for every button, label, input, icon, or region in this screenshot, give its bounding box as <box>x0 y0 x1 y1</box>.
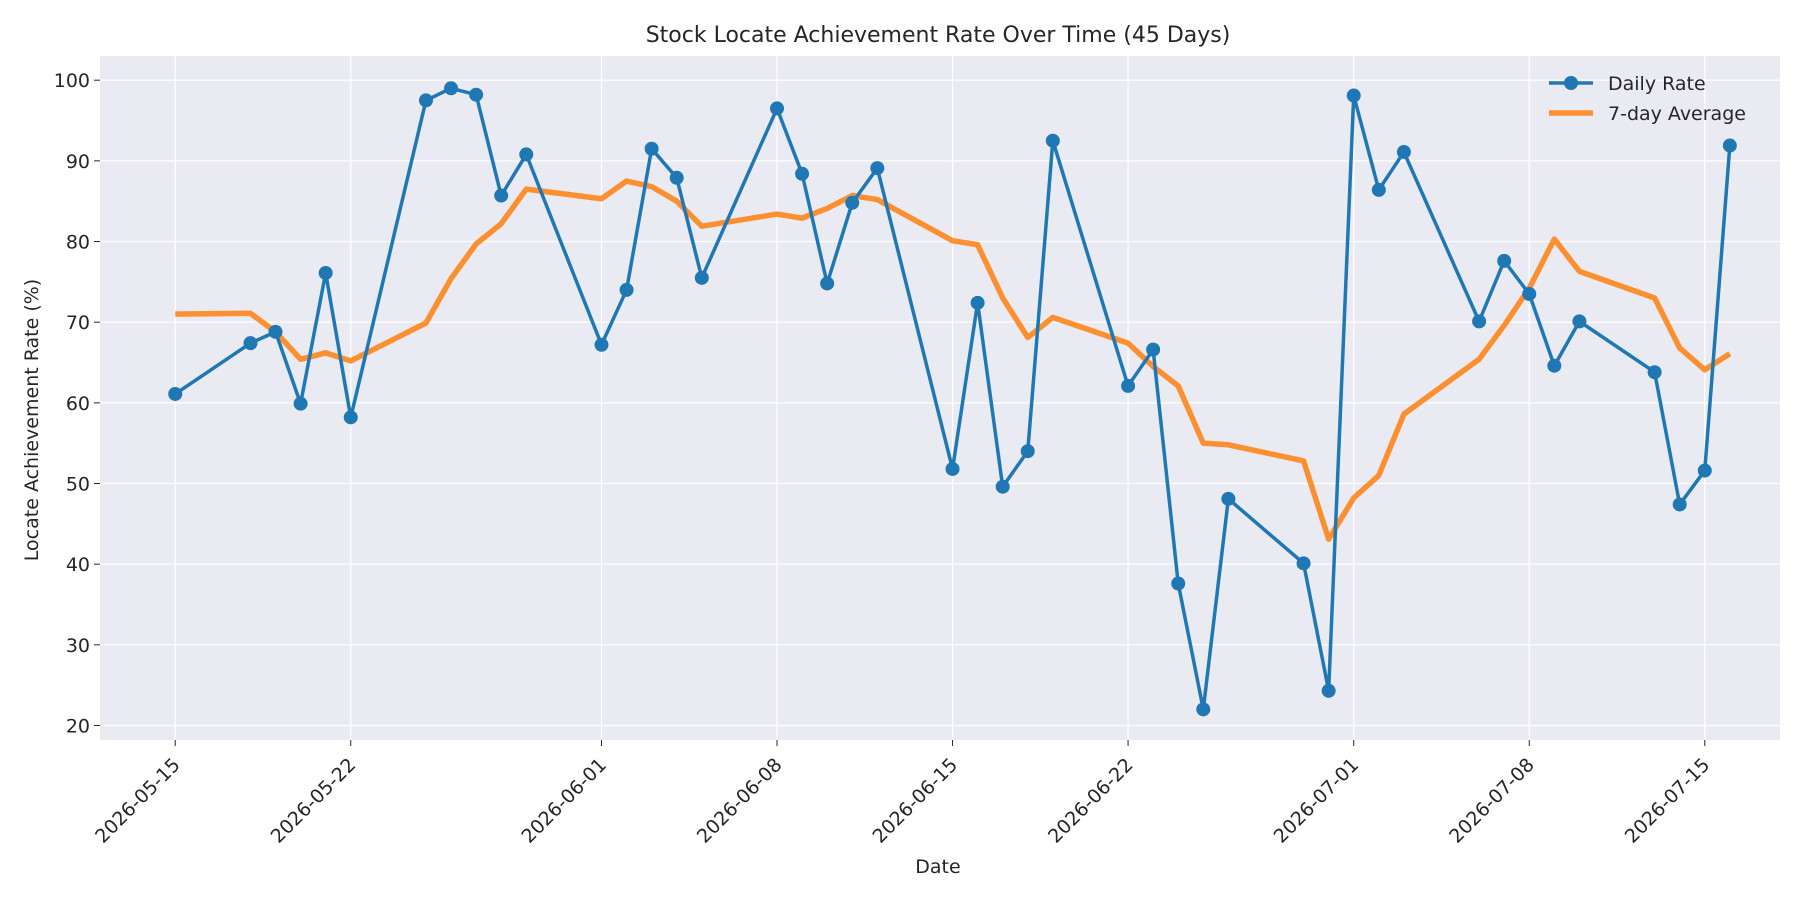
data-point-daily-rate <box>343 410 358 425</box>
data-point-daily-rate <box>619 282 634 297</box>
legend-label-7-day-average: 7-day Average <box>1608 103 1746 125</box>
plot-area <box>100 56 1780 740</box>
data-point-daily-rate <box>1346 88 1361 103</box>
y-tick-label: 60 <box>66 393 90 415</box>
data-point-daily-rate <box>1171 576 1186 591</box>
chart-title: Stock Locate Achievement Rate Over Time … <box>646 23 1231 48</box>
data-point-daily-rate <box>795 166 810 181</box>
data-point-daily-rate <box>494 188 509 203</box>
data-point-daily-rate <box>1672 497 1687 512</box>
data-point-daily-rate <box>594 337 609 352</box>
y-tick-label: 70 <box>66 312 90 334</box>
data-point-daily-rate <box>293 396 308 411</box>
y-tick-label: 50 <box>66 474 90 496</box>
series-layer <box>168 81 1737 717</box>
legend-marker-daily-rate <box>1564 76 1578 90</box>
data-point-daily-rate <box>1396 144 1411 159</box>
legend-label-daily-rate: Daily Rate <box>1608 73 1706 95</box>
legend-entry-daily-rate: Daily Rate <box>1549 73 1706 95</box>
y-tick-label: 90 <box>66 151 90 173</box>
y-tick-label: 30 <box>66 635 90 657</box>
data-point-daily-rate <box>519 147 534 162</box>
y-axis-ticks: 20 30 40 50 60 70 80 90 100 <box>54 70 100 737</box>
data-point-daily-rate <box>418 93 433 108</box>
data-point-daily-rate <box>1045 133 1060 148</box>
y-axis-label: Locate Achievement Rate (%) <box>21 279 43 561</box>
data-point-daily-rate <box>1221 491 1236 506</box>
y-tick-label: 80 <box>66 232 90 254</box>
data-point-daily-rate <box>1572 314 1587 329</box>
data-point-daily-rate <box>669 170 684 185</box>
legend-entry-7-day-average: 7-day Average <box>1549 103 1746 125</box>
data-point-daily-rate <box>1321 683 1336 698</box>
data-point-daily-rate <box>1371 182 1386 197</box>
data-point-daily-rate <box>970 295 985 310</box>
y-tick-label: 40 <box>66 554 90 576</box>
data-point-daily-rate <box>995 479 1010 494</box>
legend: Daily Rate 7-day Average <box>1549 73 1746 125</box>
y-tick-label: 20 <box>66 715 90 737</box>
data-point-daily-rate <box>694 270 709 285</box>
series-line-7-day-average <box>175 178 1732 542</box>
data-point-daily-rate <box>1196 702 1211 717</box>
data-point-daily-rate <box>243 336 258 351</box>
data-point-daily-rate <box>1146 342 1161 357</box>
data-point-daily-rate <box>1020 444 1035 459</box>
data-point-daily-rate <box>1121 378 1136 393</box>
data-point-daily-rate <box>1647 365 1662 380</box>
data-point-daily-rate <box>1497 253 1512 268</box>
data-point-daily-rate <box>770 101 785 116</box>
data-point-daily-rate <box>945 461 960 476</box>
data-point-daily-rate <box>1547 358 1562 373</box>
x-axis-label: Date <box>915 856 960 878</box>
data-point-daily-rate <box>444 81 459 96</box>
data-point-daily-rate <box>845 195 860 210</box>
y-tick-label: 100 <box>54 70 90 92</box>
data-point-daily-rate <box>1697 463 1712 478</box>
data-point-daily-rate <box>469 87 484 102</box>
data-point-daily-rate <box>644 141 659 156</box>
data-point-daily-rate <box>1722 138 1737 153</box>
data-point-daily-rate <box>820 276 835 291</box>
data-point-daily-rate <box>1472 314 1487 329</box>
data-point-daily-rate <box>1522 286 1537 301</box>
data-point-daily-rate <box>870 161 885 176</box>
data-point-daily-rate <box>1296 556 1311 571</box>
data-point-daily-rate <box>268 324 283 339</box>
data-point-daily-rate <box>168 386 183 401</box>
data-point-daily-rate <box>318 265 333 280</box>
